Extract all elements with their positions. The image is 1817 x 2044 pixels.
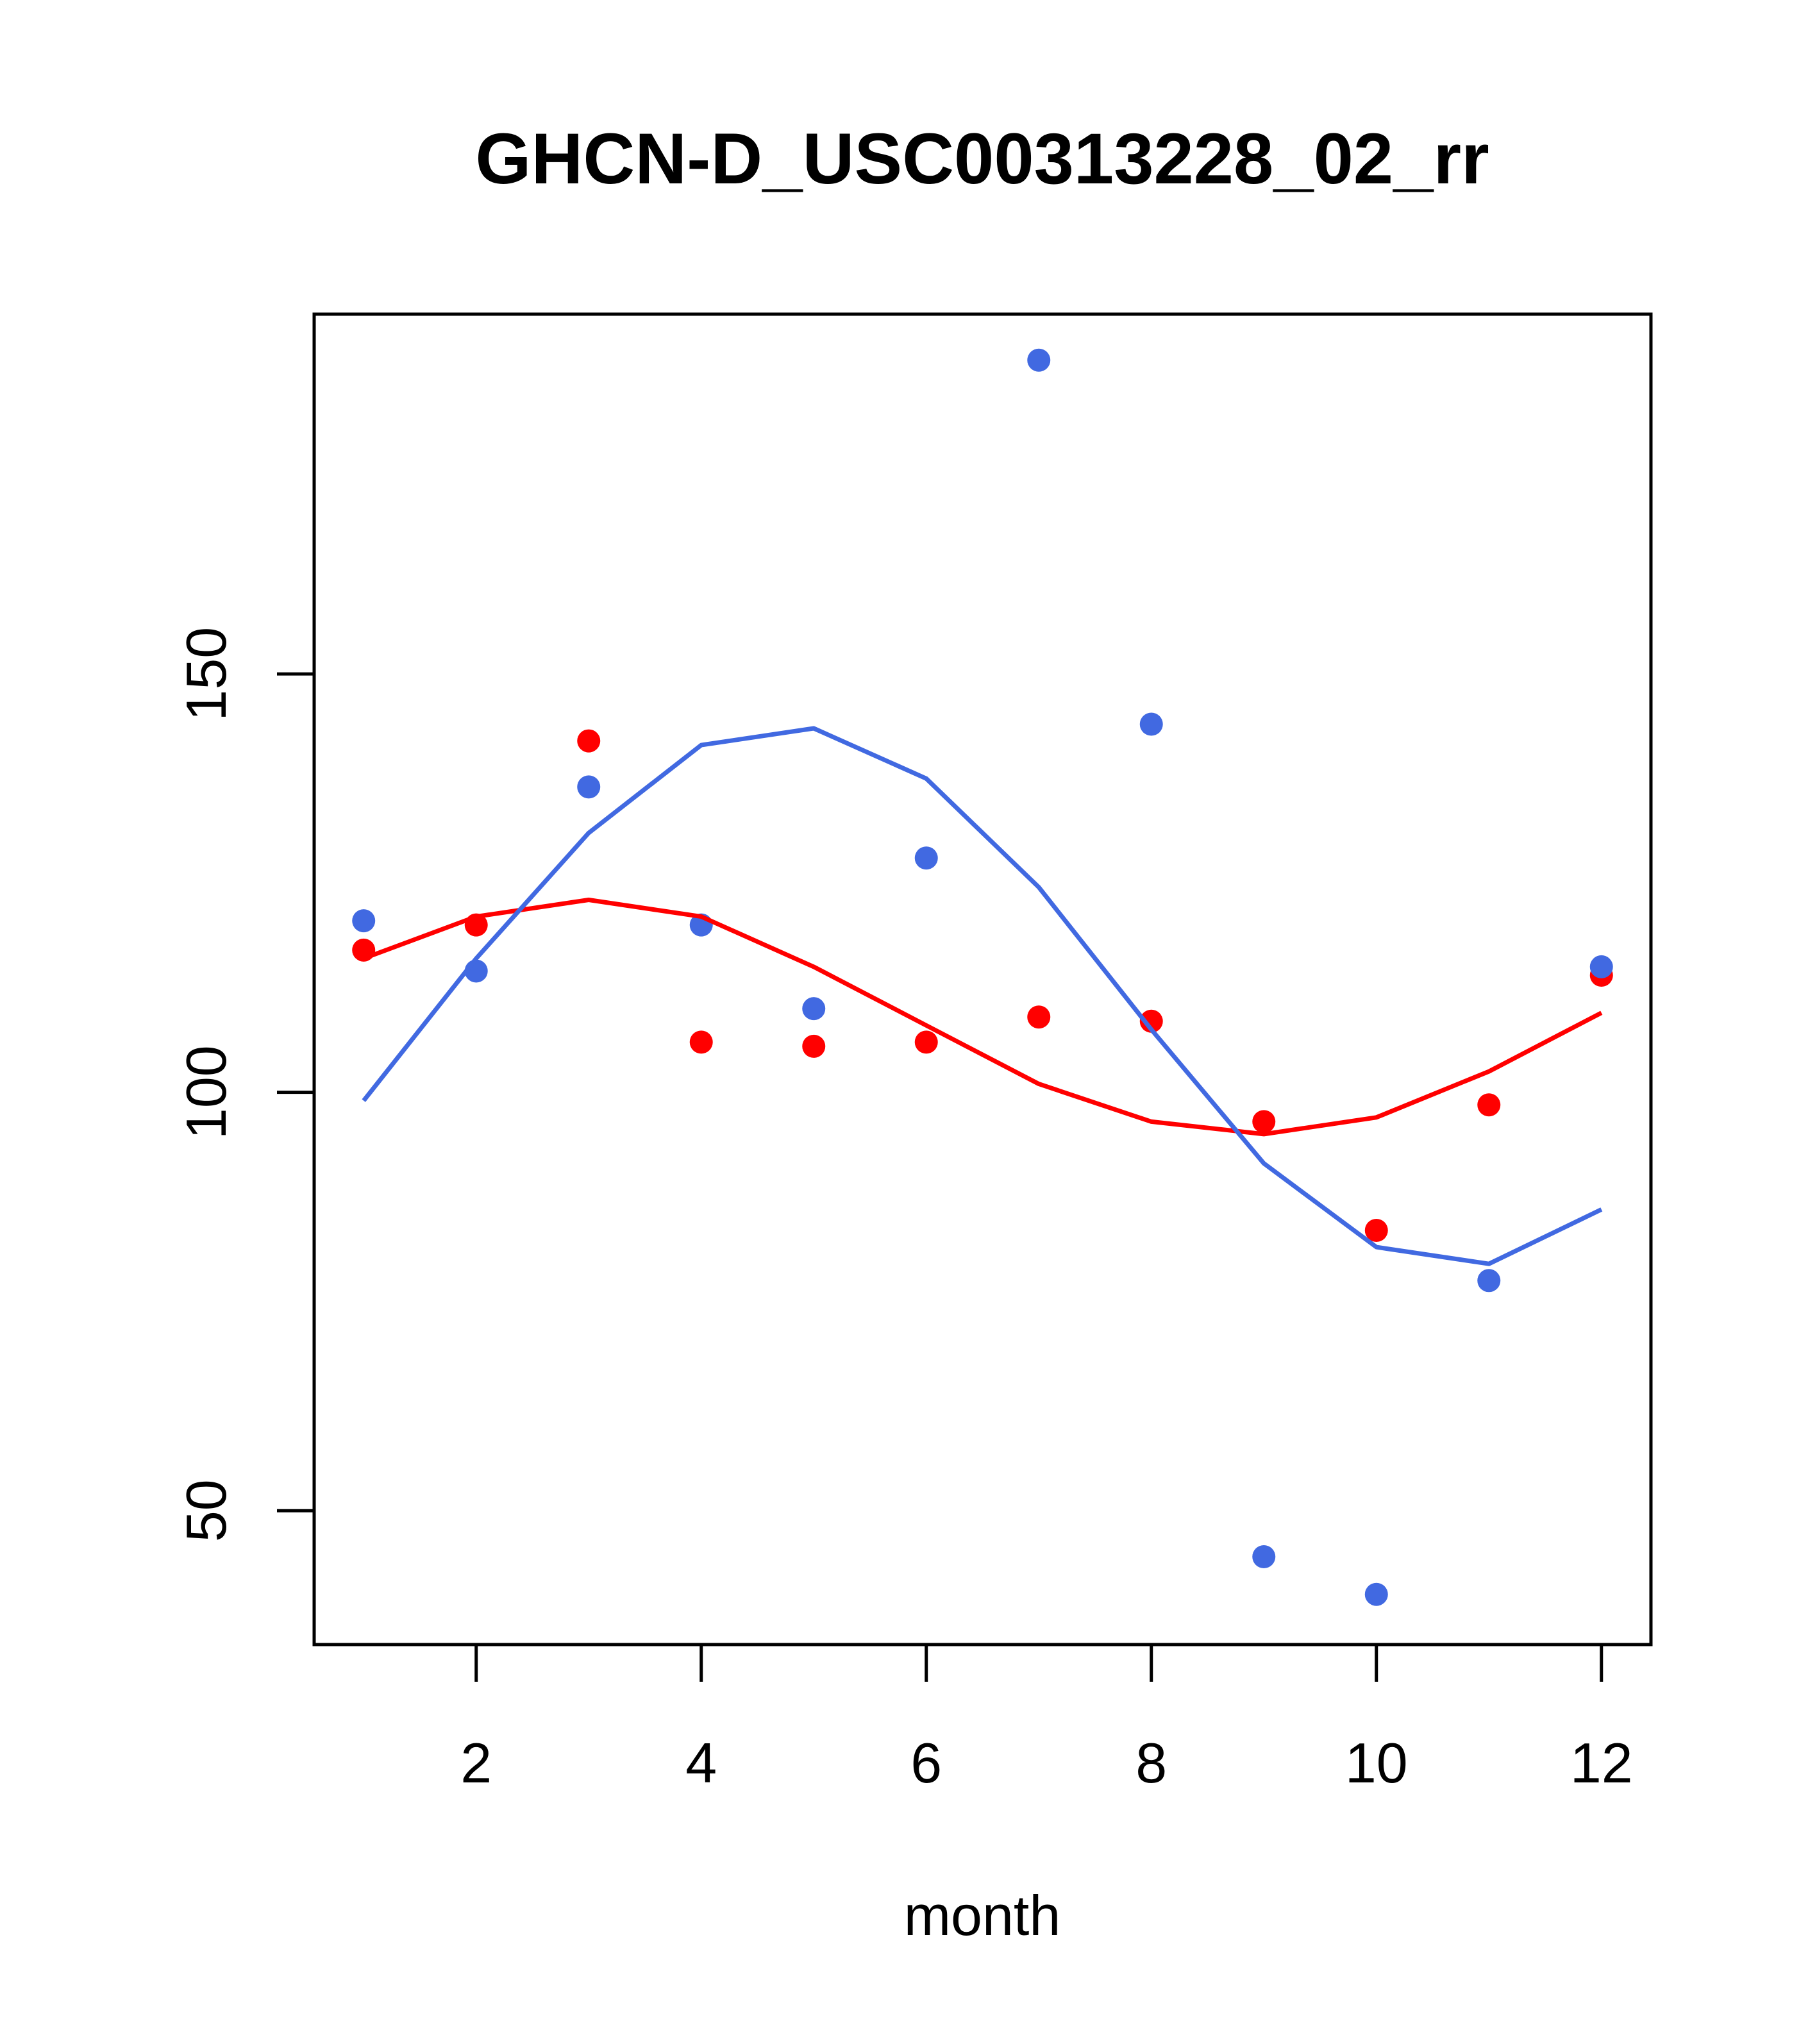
y-tick-label: 50 bbox=[174, 1479, 238, 1542]
series-2-point bbox=[352, 909, 376, 933]
chart-title: GHCN-D_USC00313228_02_rr bbox=[475, 119, 1489, 199]
series-1-point bbox=[1027, 1005, 1051, 1029]
x-axis-label: month bbox=[904, 1884, 1061, 1947]
x-tick-label: 12 bbox=[1570, 1731, 1633, 1795]
series-2-point bbox=[802, 997, 826, 1021]
x-tick-label: 4 bbox=[685, 1731, 717, 1795]
y-tick-label: 100 bbox=[174, 1045, 238, 1139]
series-2-point bbox=[914, 846, 938, 870]
series-2-point bbox=[1139, 712, 1163, 736]
series-2-point bbox=[577, 775, 601, 799]
series-2-point bbox=[1027, 348, 1051, 372]
y-tick-label: 150 bbox=[174, 627, 238, 721]
x-tick-label: 6 bbox=[910, 1731, 942, 1795]
series-1-point bbox=[1139, 1009, 1163, 1033]
x-tick-label: 2 bbox=[460, 1731, 492, 1795]
series-2-point bbox=[1477, 1269, 1501, 1293]
x-tick-label: 10 bbox=[1345, 1731, 1408, 1795]
series-1-point bbox=[1477, 1093, 1501, 1117]
x-axis: 2 4 6 8 10 12 bbox=[460, 1643, 1633, 1795]
series-2-line bbox=[362, 726, 1603, 1266]
series-1-line bbox=[362, 898, 1603, 1137]
series-1-point bbox=[689, 1030, 713, 1054]
series-1-point bbox=[577, 729, 601, 753]
series-2-point bbox=[1364, 1582, 1388, 1606]
series-1-point bbox=[1252, 1110, 1276, 1134]
plot-frame bbox=[312, 312, 1653, 1646]
series-1-point bbox=[802, 1034, 826, 1058]
y-axis: 50 100 150 bbox=[174, 627, 316, 1542]
series-2-point bbox=[1252, 1545, 1276, 1568]
series-layer bbox=[352, 348, 1613, 1606]
series-1-point bbox=[914, 1030, 938, 1054]
series-2-point bbox=[1589, 955, 1613, 978]
x-tick-label: 8 bbox=[1135, 1731, 1167, 1795]
series-1-point bbox=[1364, 1219, 1388, 1243]
